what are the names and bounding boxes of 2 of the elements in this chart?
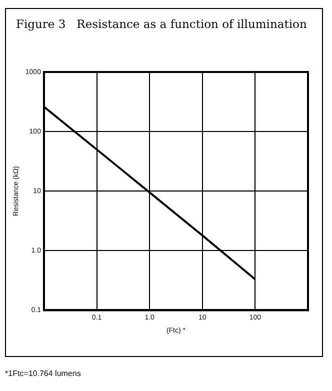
text: *1Ftc=10.764 lumens (5, 369, 81, 378)
chart-title: Figure 3 Resistance as a function of illumination (16, 17, 307, 31)
